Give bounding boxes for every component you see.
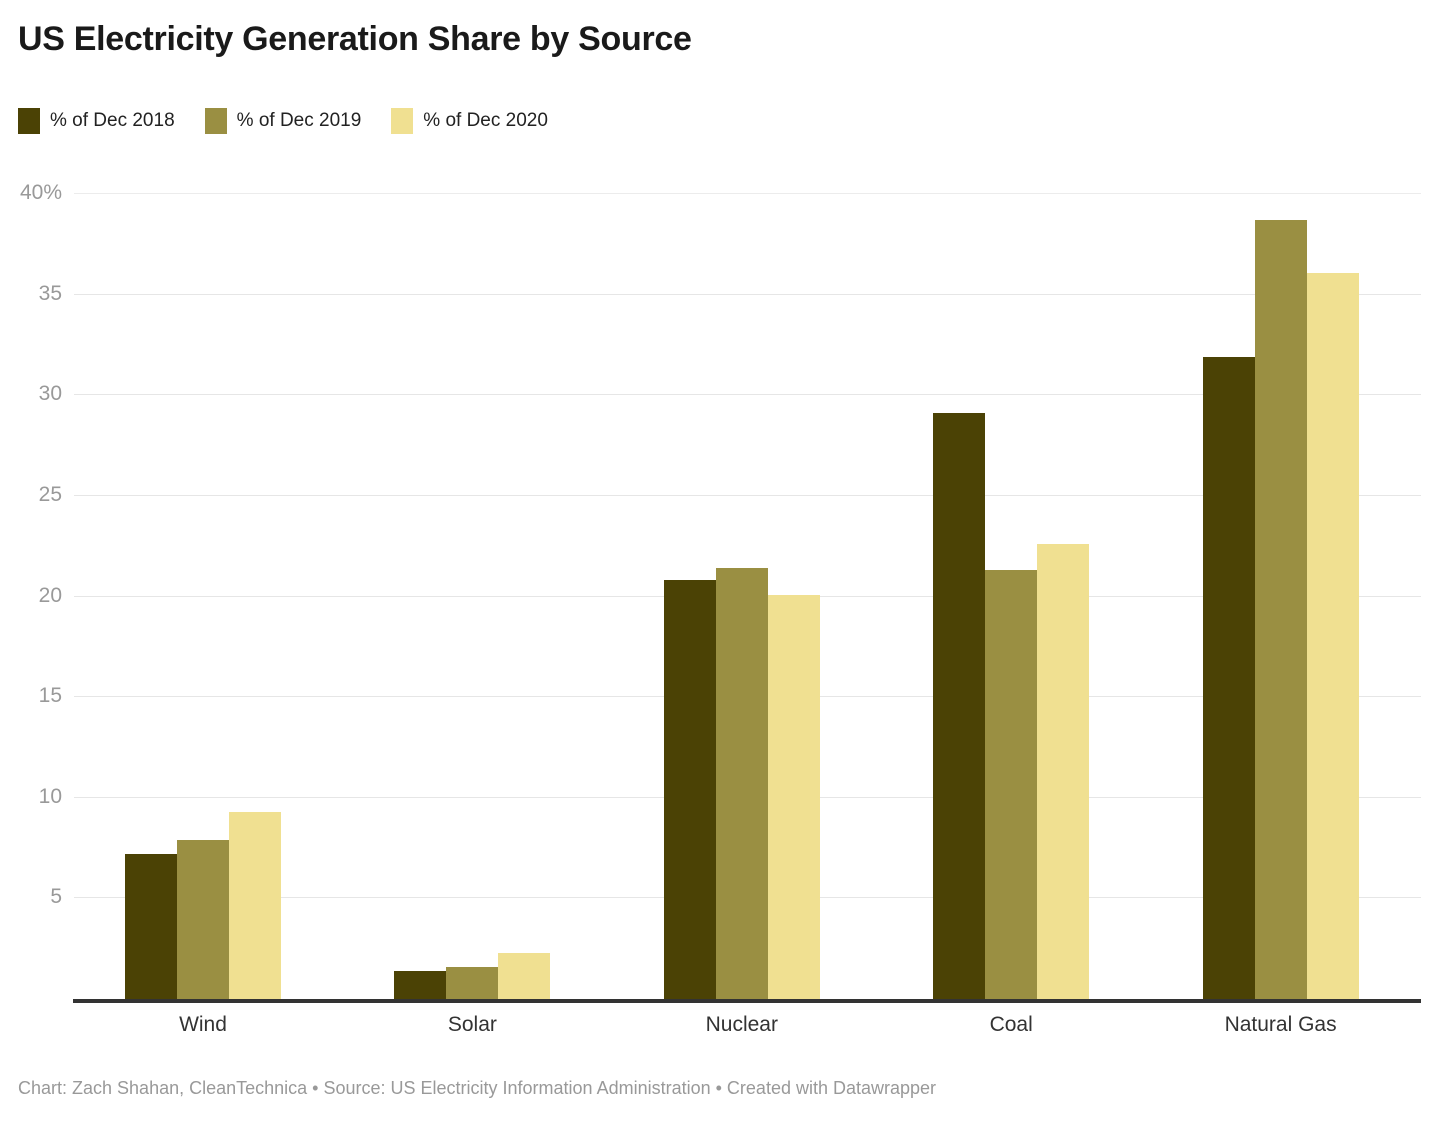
bar[interactable]	[125, 854, 177, 999]
y-axis-tick-label: 25	[38, 482, 62, 506]
bar[interactable]	[446, 966, 499, 999]
bar-group: Nuclear	[663, 194, 820, 1036]
y-gridline: 30	[39, 382, 1421, 405]
x-axis-category-label: Nuclear	[705, 1013, 778, 1036]
legend-item[interactable]: % of Dec 2020	[391, 108, 548, 134]
x-axis-category-label: Coal	[989, 1013, 1033, 1036]
legend-item-label: % of Dec 2020	[423, 110, 548, 131]
y-axis-tick-label: 30	[38, 382, 62, 406]
bar-group: Natural Gas	[1202, 194, 1359, 1036]
x-axis-baseline	[73, 999, 1421, 1003]
bar[interactable]	[663, 580, 716, 999]
bar[interactable]	[1306, 272, 1359, 999]
y-gridline: 25	[39, 483, 1421, 506]
bar[interactable]	[229, 811, 281, 999]
y-axis-tick-label: 10	[38, 784, 62, 808]
legend-item[interactable]: % of Dec 2019	[204, 108, 362, 134]
legend-swatch-icon	[204, 108, 227, 134]
legend-swatch-icon	[391, 108, 414, 134]
bar-group: Solar	[394, 194, 551, 1036]
legend-item[interactable]: % of Dec 2018	[18, 108, 175, 134]
bar-group: Wind	[125, 194, 281, 1036]
y-axis-tick-label: 5	[50, 885, 62, 909]
bar[interactable]	[498, 952, 551, 999]
x-axis-category-label: Solar	[447, 1013, 497, 1036]
bar-group: Coal	[933, 194, 1090, 1036]
legend-item-label: % of Dec 2019	[236, 110, 362, 131]
y-axis-tick-label: 40%	[19, 181, 62, 204]
bar[interactable]	[715, 568, 768, 999]
y-axis-tick-label: 20	[38, 583, 62, 607]
legend-swatch-icon	[18, 108, 40, 134]
x-axis-category-label: Wind	[179, 1013, 227, 1036]
bar[interactable]	[394, 970, 447, 999]
y-axis-tick-label: 35	[38, 281, 62, 305]
bar[interactable]	[1037, 544, 1090, 999]
chart-footer-credit: Chart: Zach Shahan, CleanTechnica • Sour…	[18, 1078, 937, 1098]
bar[interactable]	[985, 570, 1038, 999]
bar[interactable]	[767, 594, 820, 999]
bar[interactable]	[1254, 220, 1307, 999]
page-title: US Electricity Generation Share by Sourc…	[18, 20, 692, 58]
chart-legend: % of Dec 2018 % of Dec 2019 % of Dec 2020	[18, 108, 578, 134]
y-axis-tick-label: 15	[38, 684, 62, 708]
bar[interactable]	[177, 840, 229, 999]
x-axis-category-label: Natural Gas	[1224, 1013, 1337, 1036]
bar[interactable]	[933, 413, 986, 999]
bar[interactable]	[1202, 357, 1255, 999]
y-gridline: 35	[39, 282, 1421, 305]
legend-item-label: % of Dec 2018	[50, 110, 175, 131]
y-gridline: 40%	[20, 181, 1421, 204]
plot-area: 40% 35 30 25 20 15 10 5 Wind Solar Nuclear Coal Natu…	[20, 181, 1421, 1036]
